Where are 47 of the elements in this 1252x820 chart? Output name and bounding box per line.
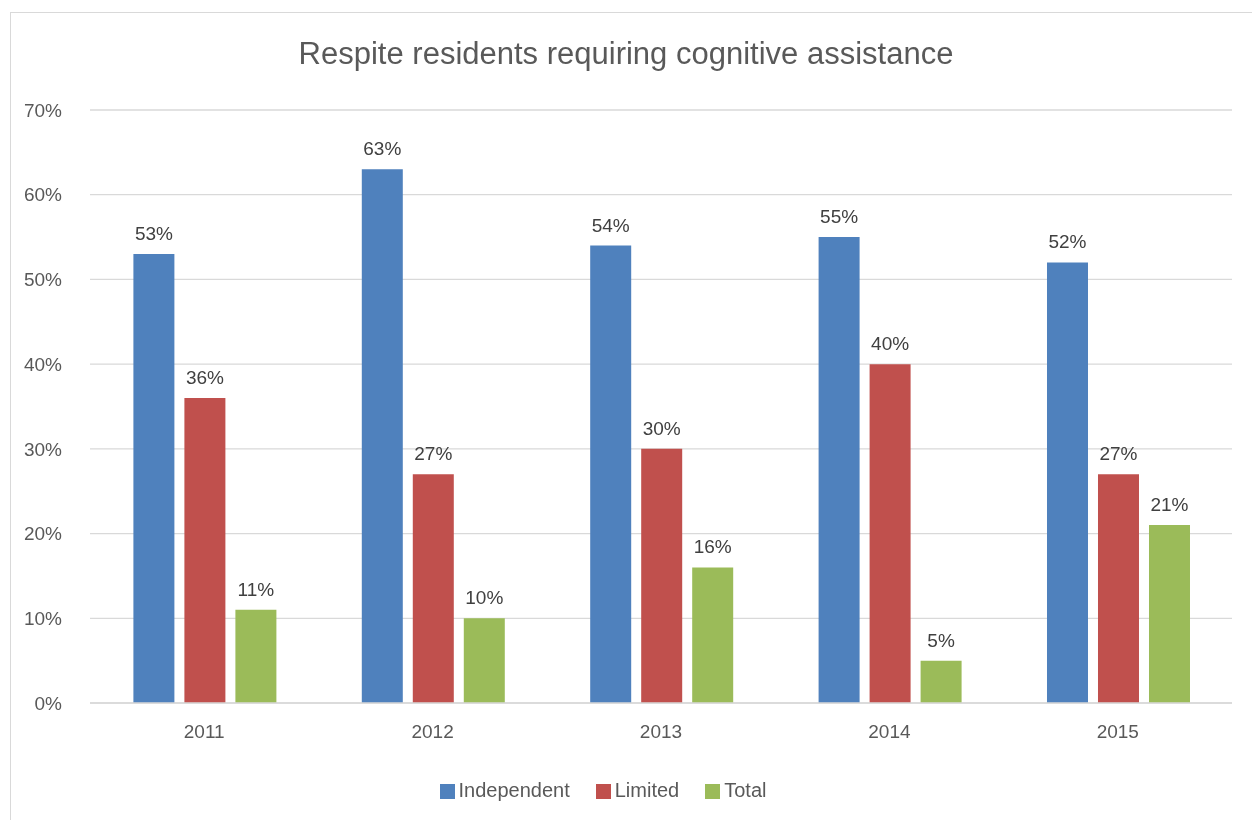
bar [1149, 525, 1190, 703]
data-label: 16% [693, 536, 732, 558]
bar [590, 245, 632, 703]
bar [1047, 262, 1088, 703]
bar [361, 169, 403, 703]
y-tick-label: 10% [23, 608, 63, 630]
y-tick-label: 20% [23, 523, 63, 545]
bar [1098, 474, 1139, 703]
x-tick-label: 2014 [868, 721, 911, 743]
data-label: 40% [871, 333, 910, 355]
data-label: 53% [134, 223, 174, 245]
data-label: 52% [1048, 231, 1087, 253]
data-label: 5% [927, 629, 955, 651]
legend-label: Independent [458, 779, 570, 801]
data-label: 36% [185, 367, 225, 389]
bar [818, 237, 860, 703]
bar [692, 567, 734, 703]
bar [869, 364, 911, 703]
data-label: 54% [591, 214, 630, 236]
data-label: 30% [642, 417, 681, 439]
bar [463, 618, 505, 703]
bar [184, 398, 226, 703]
legend-label: Limited [614, 779, 680, 801]
bar [920, 660, 962, 703]
data-label: 27% [414, 443, 453, 465]
bar [641, 448, 683, 703]
y-tick-label: 40% [23, 353, 63, 375]
x-tick-label: 2011 [183, 721, 225, 743]
bar [235, 609, 277, 703]
chart-title: Respite residents requiring cognitive assistance [297, 36, 955, 72]
y-tick-label: 60% [23, 184, 63, 206]
bar [133, 254, 175, 703]
x-tick-label: 2013 [639, 721, 683, 743]
y-tick-label: 70% [23, 99, 63, 121]
data-label: 10% [465, 587, 504, 609]
bar [412, 474, 454, 703]
x-tick-label: 2012 [411, 721, 454, 743]
data-label: 63% [363, 138, 402, 160]
data-label: 11% [237, 578, 275, 600]
x-tick-label: 2015 [1096, 721, 1139, 743]
y-tick-label: 30% [23, 438, 63, 460]
data-label: 55% [820, 206, 859, 228]
legend-label: Total [724, 779, 767, 801]
y-tick-label: 0% [34, 692, 63, 714]
data-label: 21% [1150, 494, 1189, 516]
y-tick-label: 50% [23, 269, 63, 291]
data-label: 27% [1099, 443, 1138, 465]
